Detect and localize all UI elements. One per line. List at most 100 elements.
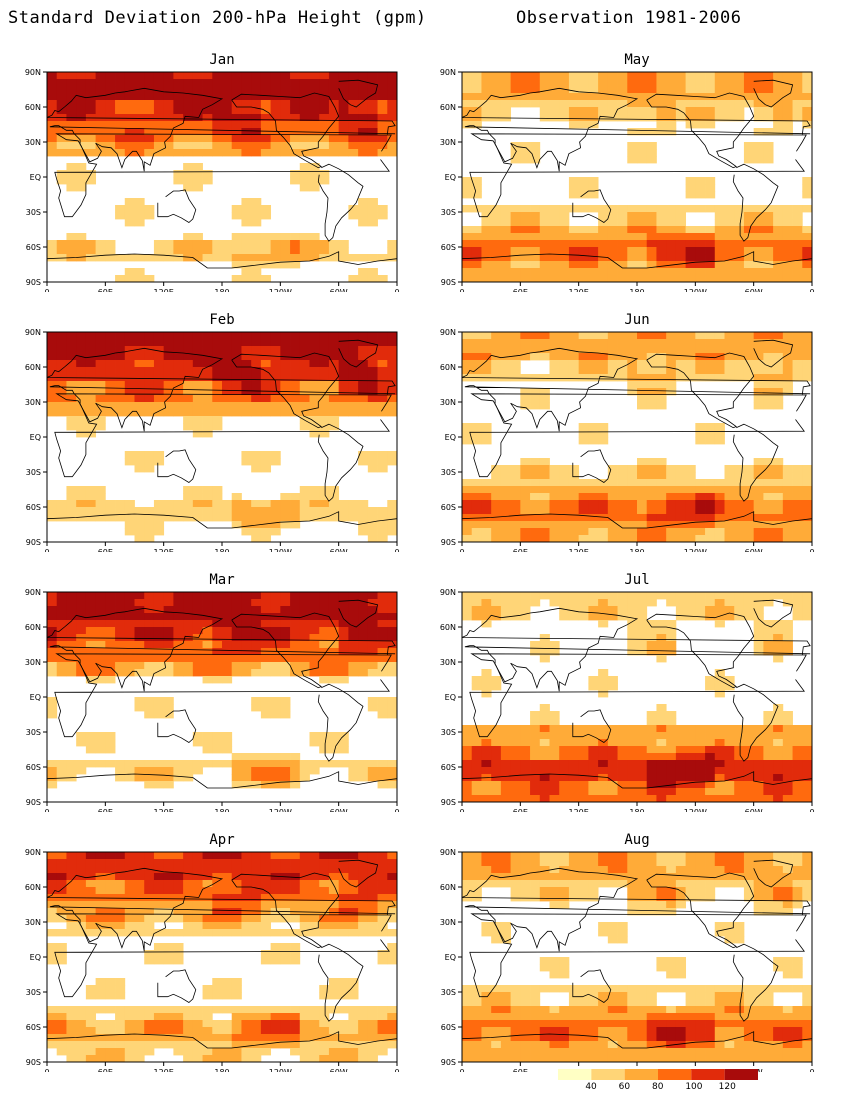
field-cell [328,353,340,361]
field-cell [231,100,242,108]
field-cell [773,219,784,227]
field-cell [617,360,628,368]
field-cell [66,929,77,937]
field-cell [212,254,223,262]
field-cell [705,374,716,382]
field-cell [95,613,106,621]
field-cell [260,79,272,87]
field-cell [539,704,550,712]
field-cell [183,240,194,248]
field-cell [471,493,482,501]
field-cell [637,261,648,269]
field-cell [598,107,609,115]
field-cell [471,191,482,199]
field-cell [134,374,145,382]
field-cell [124,107,135,115]
field-cell [251,360,262,368]
field-cell [646,732,657,740]
field-cell [685,774,696,782]
field-cell [753,395,764,403]
field-cell [309,163,320,171]
field-cell [76,852,87,860]
field-cell [685,606,696,614]
field-cell [153,620,165,628]
field-cell [309,149,320,157]
field-cell [802,767,813,775]
field-cell [637,465,648,473]
field-cell [144,107,155,115]
coastline [157,189,197,223]
field-cell [656,254,667,262]
field-cell [85,142,97,150]
field-cell [319,128,330,136]
field-cell [588,486,599,494]
field-cell [173,887,184,895]
field-cell [260,950,272,958]
field-cell [231,760,242,768]
field-cell [539,718,550,726]
field-cell [66,121,77,129]
field-cell [76,1006,87,1014]
field-cell [387,873,398,881]
field-cell [520,86,531,94]
field-cell [753,205,764,213]
field-cell [377,859,388,867]
field-cell [646,254,657,262]
field-cell [666,493,677,501]
field-cell [134,648,145,656]
field-cell [763,627,774,635]
x-tick-label: 60E [98,808,113,812]
x-tick-label: 120W [269,548,292,552]
field-cell [124,1013,135,1021]
field-cell [173,114,184,122]
coastline [317,423,364,502]
field-cell [85,599,97,607]
field-cell [358,367,369,375]
field-cell [481,268,492,276]
field-cell [792,739,803,747]
field-cell [763,261,774,269]
field-cell [260,894,272,902]
field-cell [173,100,184,108]
field-cell [743,774,755,782]
field-cell [76,149,87,157]
field-cell [462,184,473,192]
field-cell [95,620,106,628]
field-cell [520,219,531,227]
field-cell [666,739,677,747]
field-cell [280,79,291,87]
field-cell [153,908,165,916]
field-cell [666,599,677,607]
field-cell [76,760,87,768]
field-cell [627,212,638,220]
field-cell [95,859,106,867]
field-cell [66,922,77,930]
field-cell [222,332,233,340]
field-cell [95,395,106,403]
field-cell [309,852,320,860]
field-cell [222,353,233,361]
field-cell [773,346,784,354]
field-cell [134,655,145,663]
field-cell [377,641,388,649]
field-cell [695,423,706,431]
field-cell [348,254,359,262]
field-cell [462,107,473,115]
field-cell [260,381,272,389]
field-cell [588,767,599,775]
field-cell [163,135,174,143]
field-cell [763,465,774,473]
field-cell [627,339,638,347]
field-cell [782,339,793,347]
field-cell [491,859,502,867]
field-cell [481,859,492,867]
field-cell [530,514,541,522]
field-cell [134,107,145,115]
field-cell [241,458,252,466]
field-cell [782,374,793,382]
x-tick-label: 60W [745,548,763,552]
field-cell [656,514,667,522]
field-cell [173,1034,184,1042]
field-cell [510,746,521,754]
field-cell [724,374,735,382]
